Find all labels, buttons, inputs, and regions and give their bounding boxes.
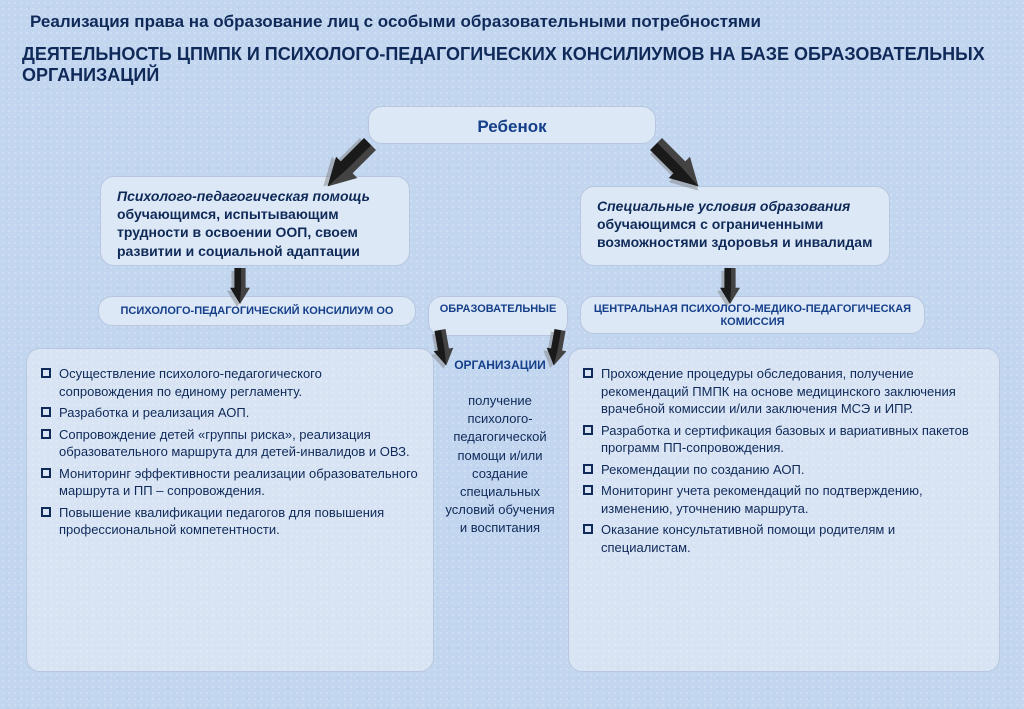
arrow-right-down bbox=[717, 268, 740, 307]
arrows-layer bbox=[0, 0, 1024, 709]
arrow-top-left bbox=[313, 131, 381, 199]
diagram-root: Реализация права на образование лиц с ос… bbox=[0, 0, 1024, 709]
arrow-left-down bbox=[227, 268, 250, 307]
arrow-top-right bbox=[643, 133, 711, 201]
arrow-mid-left-down bbox=[427, 328, 456, 370]
arrow-mid-right-down bbox=[540, 328, 569, 370]
